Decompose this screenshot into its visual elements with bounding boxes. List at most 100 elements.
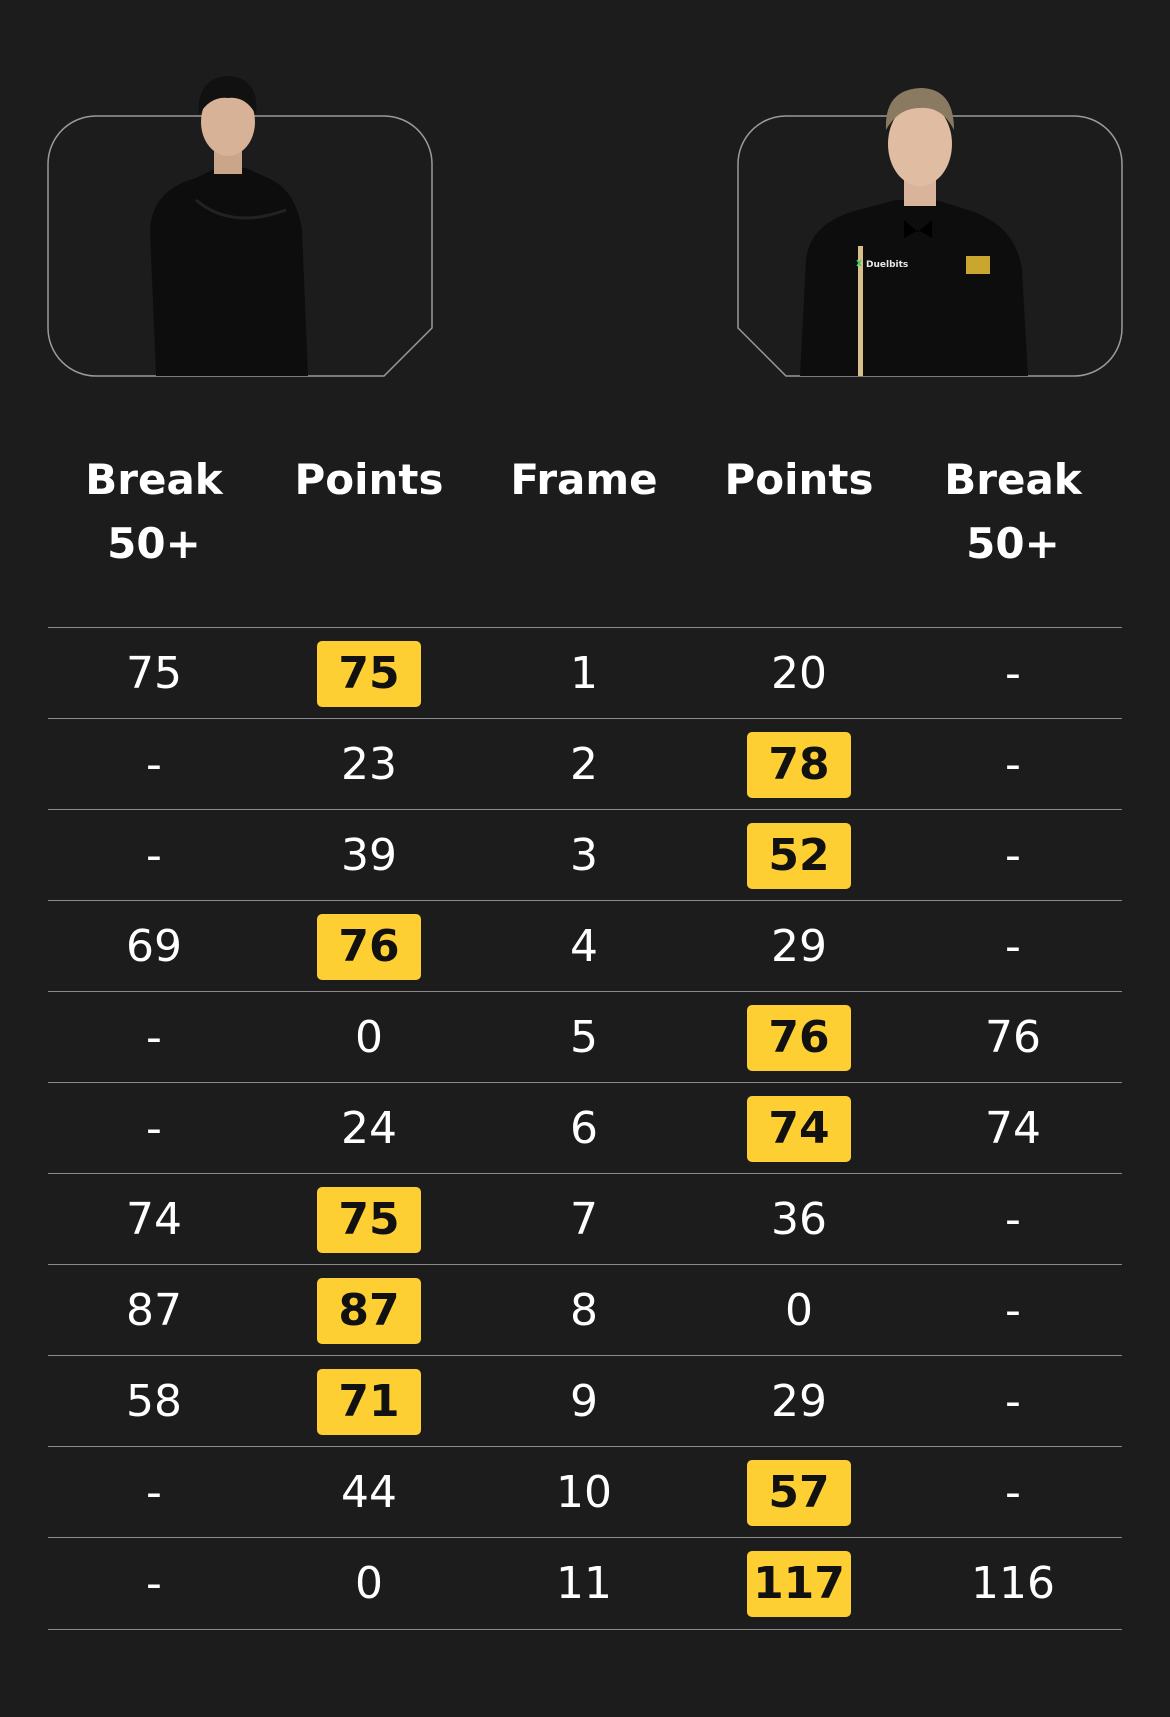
cell-left-points: 71 [269,1356,469,1447]
cell-value: 9 [570,1376,598,1427]
cell-left-break: 75 [54,628,254,719]
winner-badge: 75 [317,640,421,707]
cell-value: - [146,739,162,790]
cell-left-break: - [54,719,254,810]
cell-value: - [146,1467,162,1518]
cell-value: 74 [985,1103,1041,1154]
cell-right-break: - [913,1447,1113,1538]
cell-value: 0 [355,1012,383,1063]
header-right-break-line1: Break [944,455,1082,504]
cell-value: 58 [126,1376,182,1427]
cell-left-break: - [54,1538,254,1629]
cell-left-points: 87 [269,1265,469,1356]
cell-value: 10 [556,1467,612,1518]
header-left-points: Points [294,455,444,504]
table-row: 58 71 9 29 - [48,1355,1122,1447]
header-right-break: Break 50+ [913,448,1113,576]
header-right-break-line2: 50+ [966,519,1060,568]
cell-value: 44 [341,1467,397,1518]
cell-value: - [146,1012,162,1063]
cell-right-points: 78 [699,719,899,810]
header-left-break-line1: Break [85,455,223,504]
cell-value: - [1005,648,1021,699]
cell-left-break: 74 [54,1174,254,1265]
cell-value: - [1005,1285,1021,1336]
cell-value: 0 [355,1558,383,1609]
table-row: - 0 5 76 76 [48,991,1122,1083]
sponsor-logo-icon [856,259,862,267]
cell-right-break: - [913,901,1113,992]
cell-value: - [146,1103,162,1154]
cell-value: 6 [570,1103,598,1154]
cell-value: - [146,1558,162,1609]
cell-right-break: 74 [913,1083,1113,1174]
cell-value: - [1005,739,1021,790]
cell-right-points: 29 [699,901,899,992]
cell-value: - [1005,1467,1021,1518]
table-row: - 24 6 74 74 [48,1082,1122,1174]
cell-value: 5 [570,1012,598,1063]
winner-badge: 74 [747,1095,851,1162]
winner-badge: 117 [747,1550,851,1617]
cell-value: 11 [556,1558,612,1609]
cell-frame: 5 [484,992,684,1083]
cell-left-break: 87 [54,1265,254,1356]
cell-value: 23 [341,739,397,790]
cell-left-points: 75 [269,1174,469,1265]
shirt-sponsor: Duelbits [866,260,908,270]
player-right-portrait: Duelbits [800,88,1028,376]
cell-right-break: - [913,1356,1113,1447]
cell-frame: 7 [484,1174,684,1265]
winner-badge: 76 [747,1004,851,1071]
cell-right-break: - [913,719,1113,810]
cell-left-points: 24 [269,1083,469,1174]
cell-left-break: - [54,992,254,1083]
cell-right-break: - [913,810,1113,901]
cell-value: 4 [570,921,598,972]
player-left-portrait [150,76,308,376]
cell-value: 116 [971,1558,1055,1609]
winner-badge: 76 [317,913,421,980]
cell-right-break: - [913,628,1113,719]
cell-value: 39 [341,830,397,881]
cell-frame: 11 [484,1538,684,1629]
cell-frame: 2 [484,719,684,810]
cell-value: 75 [126,648,182,699]
cell-left-points: 76 [269,901,469,992]
cell-value: 74 [126,1194,182,1245]
header-left-break: Break 50+ [54,448,254,576]
cell-value: - [1005,1194,1021,1245]
header-right-points: Points [724,455,874,504]
cell-left-points: 39 [269,810,469,901]
table-row: 69 76 4 29 - [48,900,1122,992]
header-left-break-line2: 50+ [107,519,201,568]
cell-frame: 1 [484,628,684,719]
cell-value: 36 [771,1194,827,1245]
cell-left-break: 58 [54,1356,254,1447]
cell-value: - [146,830,162,881]
cell-left-break: 69 [54,901,254,992]
cell-right-break: 116 [913,1538,1113,1629]
cell-left-break: - [54,810,254,901]
cell-frame: 4 [484,901,684,992]
cell-value: 24 [341,1103,397,1154]
cell-value: 8 [570,1285,598,1336]
cell-value: 20 [771,648,827,699]
cell-frame: 10 [484,1447,684,1538]
cell-left-break: - [54,1083,254,1174]
cell-right-points: 117 [699,1538,899,1629]
cell-value: - [1005,921,1021,972]
cell-value: - [1005,1376,1021,1427]
cell-right-points: 76 [699,992,899,1083]
cell-left-points: 23 [269,719,469,810]
table-row: - 0 11 117 116 [48,1537,1122,1630]
cell-frame: 6 [484,1083,684,1174]
cell-value: 3 [570,830,598,881]
winner-badge: 87 [317,1277,421,1344]
cell-right-points: 29 [699,1356,899,1447]
cell-right-break: 76 [913,992,1113,1083]
cell-left-points: 44 [269,1447,469,1538]
cell-frame: 9 [484,1356,684,1447]
cell-value: - [1005,830,1021,881]
cell-value: 76 [985,1012,1041,1063]
